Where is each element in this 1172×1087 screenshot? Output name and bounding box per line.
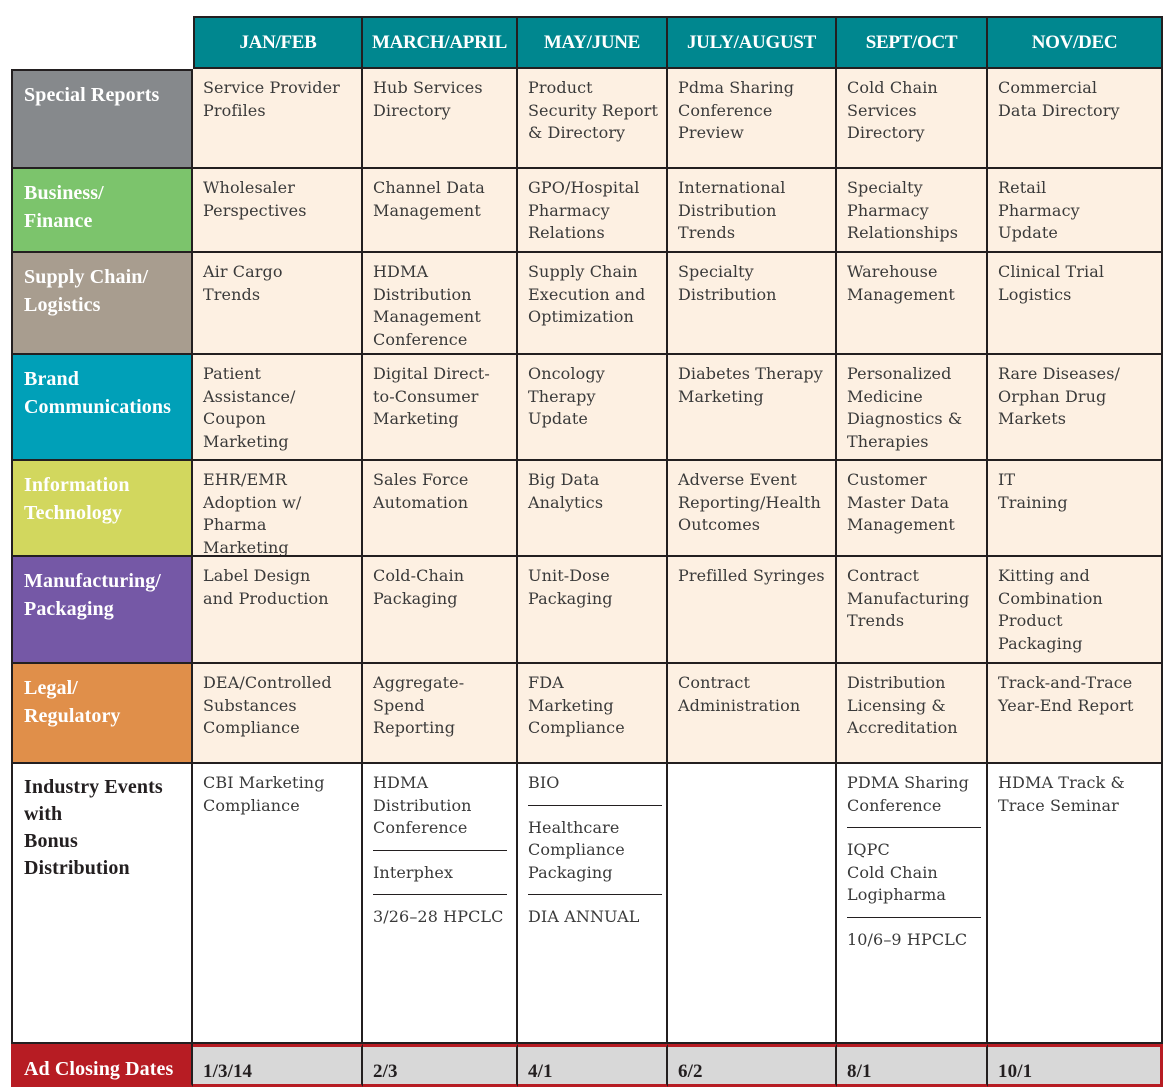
row-header-information-technology: Information Technology [11,461,193,557]
event-item: Interphex [373,862,454,882]
table-cell: Big Data Analytics [518,461,668,557]
table-cell: Contract Manufacturing Trends [837,557,988,664]
table-cell: Aggregate- Spend Reporting [363,664,518,764]
event-item: DIA ANNUAL [528,907,640,926]
event-item: PDMA Sharing Conference [847,773,969,815]
table-cell: FDA Marketing Compliance [518,664,668,764]
events-cell: HDMA Track & Trace Seminar [988,764,1163,1044]
table-cell: Specialty Distribution [668,253,837,355]
event-item: HDMA Track & Trace Seminar [998,773,1125,815]
column-header-july-august: JULY/AUGUST [668,16,837,69]
table-cell: Sales Force Automation [363,461,518,557]
closing-date-cell: 4/1 [518,1044,668,1087]
event-divider [847,827,981,828]
table-cell: Label Design and Production [193,557,363,664]
table-cell: Cold Chain Services Directory [837,69,988,169]
table-cell: Distribution Licensing & Accreditation [837,664,988,764]
table-cell: Retail Pharmacy Update [988,169,1163,253]
row-header-ad-closing-dates: Ad Closing Dates [11,1044,193,1087]
row-header-business-finance: Business/ Finance [11,169,193,253]
event-divider [373,894,507,895]
events-cell: BIO Healthcare Compliance Packaging DIA AN… [518,764,668,1044]
table-cell: Kitting and Combination Product Packagin… [988,557,1163,664]
table-cell: IT Training [988,461,1163,557]
column-header-jan-feb: JAN/FEB [193,16,363,69]
table-cell: GPO/Hospital Pharmacy Relations [518,169,668,253]
event-divider [373,849,507,851]
table-cell: Adverse Event Reporting/Health Outcomes [668,461,837,557]
table-cell: Track-and-Trace Year-End Report [988,664,1163,764]
column-header-may-june: MAY/JUNE [518,16,668,69]
corner-blank [11,16,193,69]
event-divider [528,894,662,895]
row-header-legal-regulatory: Legal/ Regulatory [11,664,193,764]
table-cell: EHR/EMR Adoption w/ Pharma Marketing [193,461,363,557]
table-cell: Cold-Chain Packaging [363,557,518,664]
events-cell: PDMA Sharing Conference IQPC Cold Chain L… [837,764,988,1044]
table-cell: Hub Services Directory [363,69,518,169]
table-cell: Unit-Dose Packaging [518,557,668,664]
table-cell: Wholesaler Perspectives [193,169,363,253]
events-cell [668,764,837,1044]
table-cell: Specialty Pharmacy Relationships [837,169,988,253]
table-cell: Warehouse Management [837,253,988,355]
table-cell: Digital Direct- to-Consumer Marketing [363,355,518,461]
table-cell: Air Cargo Trends [193,253,363,355]
table-cell: Prefilled Syringes [668,557,837,664]
table-cell: Clinical Trial Logistics [988,253,1163,355]
event-item: HDMA Distribution Conference [373,773,472,837]
closing-date-cell: 6/2 [668,1044,837,1087]
closing-date-cell: 1/3/14 [193,1044,363,1087]
table-cell: Service Provider Profiles [193,69,363,169]
closing-date-cell: 10/1 [988,1044,1163,1087]
row-header-manufacturing-packaging: Manufacturing/ Packaging [11,557,193,664]
table-cell: Supply Chain Execution and Optimization [518,253,668,355]
table-cell: Diabetes Therapy Marketing [668,355,837,461]
row-header-special-reports: Special Reports [11,69,193,169]
table-cell: HDMA Distribution Management Conference [363,253,518,355]
table-cell: Patient Assistance/ Coupon Marketing [193,355,363,461]
row-header-industry-events: Industry Events with Bonus Distribution [11,764,193,1044]
table-cell: Pdma Sharing Conference Preview [668,69,837,169]
table-cell: Channel Data Management [363,169,518,253]
table-cell: Contract Administration [668,664,837,764]
table-cell: International Distribution Trends [668,169,837,253]
column-header-nov-dec: NOV/DEC [988,16,1163,69]
column-header-march-april: MARCH/APRIL [363,16,518,69]
column-header-sept-oct: SEPT/OCT [837,16,988,69]
events-cell: HDMA Distribution Conference Interphex 3/2… [363,764,518,1044]
table-cell: Personalized Medicine Diagnostics & Ther… [837,355,988,461]
table-cell: Oncology Therapy Update [518,355,668,461]
table-cell: Rare Diseases/ Orphan Drug Markets [988,355,1163,461]
event-item: BIO [528,773,560,792]
event-item: 10/6–9 HPCLC [847,929,968,949]
event-item: Healthcare Compliance Packaging [528,817,625,882]
event-divider [528,804,662,806]
event-item: IQPC Cold Chain Logipharma [847,840,947,904]
events-cell: CBI Marketing Compliance [193,764,363,1044]
table-cell: Commercial Data Directory [988,69,1163,169]
closing-date-cell: 2/3 [363,1044,518,1087]
closing-date-cell: 8/1 [837,1044,988,1087]
event-item: CBI Marketing Compliance [203,773,325,815]
table-cell: Customer Master Data Management [837,461,988,557]
row-header-brand-communications: Brand Communications [11,355,193,461]
table-cell: DEA/Controlled Substances Compliance [193,664,363,764]
table-cell: Product Security Report & Directory [518,69,668,169]
event-item: 3/26–28 HPCLC [373,907,504,926]
editorial-calendar-table: JAN/FEB MARCH/APRIL MAY/JUNE JULY/AUGUST… [11,16,1163,1087]
event-divider [847,916,981,918]
row-header-supply-chain-logistics: Supply Chain/ Logistics [11,253,193,355]
